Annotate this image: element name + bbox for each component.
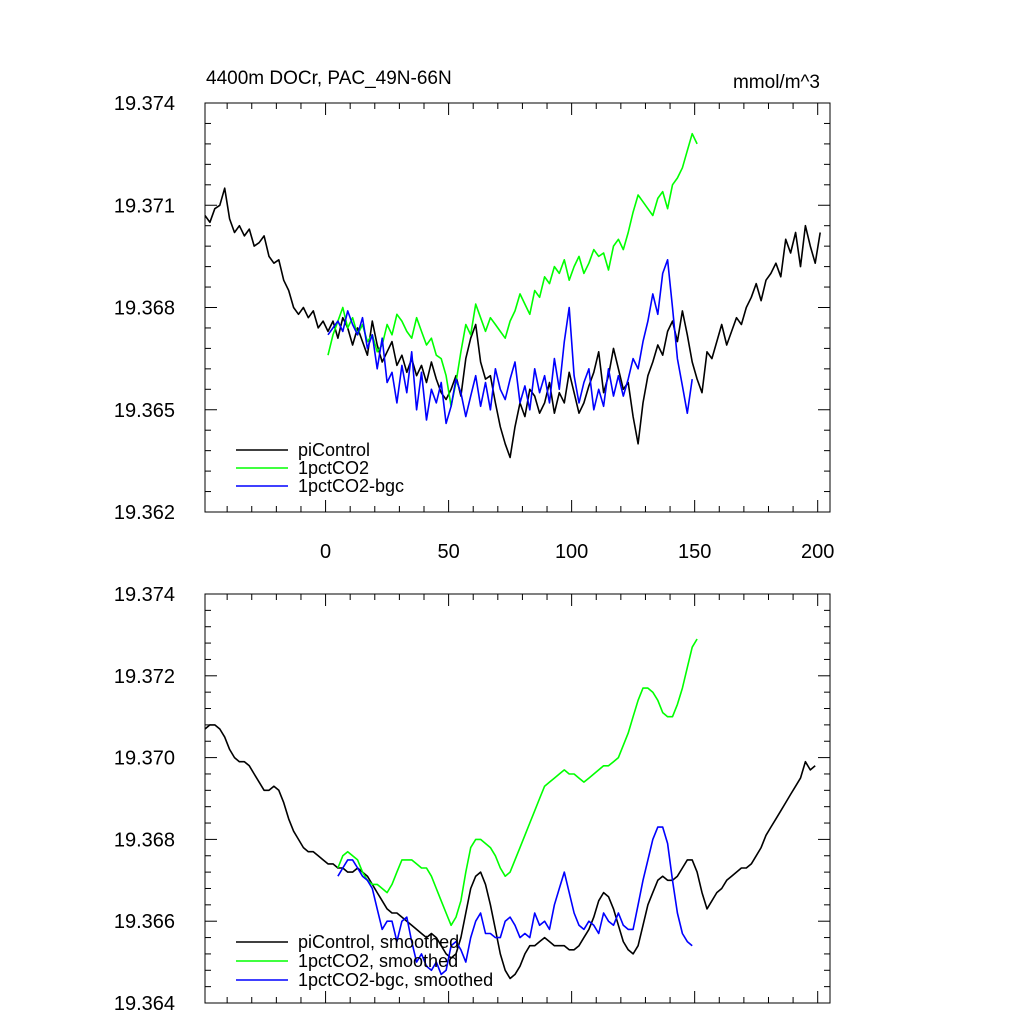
bottom-legend-label: piControl, smoothed <box>298 932 459 952</box>
bottom-series-line-1pctco2-smoothed <box>337 638 698 927</box>
top-ytick-label: 19.365 <box>114 400 175 422</box>
top-xtick-label: 100 <box>555 541 588 563</box>
bottom-ytick-label: 19.368 <box>114 829 175 851</box>
bottom-axes: 19.364 19.366 19.368 19.370 19.372 19.374 <box>114 584 831 1015</box>
top-axes: 19.362 19.365 19.368 19.371 19.374 0 50 100 150 2… <box>114 93 835 563</box>
top-ytick-label: 19.371 <box>114 195 175 217</box>
top-xtick-label: 50 <box>437 541 459 563</box>
top-series-lines <box>204 132 821 459</box>
top-panel-title: 4400m DOCr, PAC_49N-66N <box>206 68 452 89</box>
top-xtick-label: 0 <box>320 541 331 563</box>
bottom-series-lines <box>204 638 816 980</box>
bottom-series-line-picontrol-smoothed <box>204 724 816 980</box>
top-xtick-label: 150 <box>678 541 711 563</box>
bottom-legend-label: 1pctCO2-bgc, smoothed <box>298 970 493 990</box>
top-legend-label: 1pctCO2 <box>298 458 369 478</box>
top-series-line-picontrol <box>204 187 821 459</box>
bottom-ytick-label: 19.372 <box>114 666 175 688</box>
bottom-panel: 19.364 19.366 19.368 19.370 19.372 19.374 piC… <box>114 584 831 1015</box>
top-series-line-1pctco2-bgc <box>327 258 693 425</box>
top-ytick-label: 19.362 <box>114 502 175 524</box>
top-ytick-label: 19.368 <box>114 298 175 320</box>
top-xtick-label: 200 <box>801 541 834 563</box>
bottom-plot-frame <box>204 593 831 1004</box>
top-legend-label: piControl <box>298 440 370 460</box>
top-ytick-label: 19.374 <box>114 93 175 115</box>
bottom-ytick-label: 19.366 <box>114 911 175 933</box>
top-series-line-1pctco2 <box>327 132 698 408</box>
top-panel-units: mmol/m^3 <box>733 72 820 93</box>
bottom-ytick-label: 19.374 <box>114 584 175 606</box>
bottom-ytick-label: 19.370 <box>114 748 175 770</box>
top-panel: 4400m DOCr, PAC_49N-66N mmol/m^3 19.3621… <box>114 68 835 563</box>
bottom-series-line-1pctco2-bgc-smoothed <box>337 826 693 976</box>
bottom-legend-label: 1pctCO2, smoothed <box>298 951 458 971</box>
bottom-ytick-label: 19.364 <box>114 993 175 1015</box>
top-legend-label: 1pctCO2-bgc <box>298 476 404 496</box>
